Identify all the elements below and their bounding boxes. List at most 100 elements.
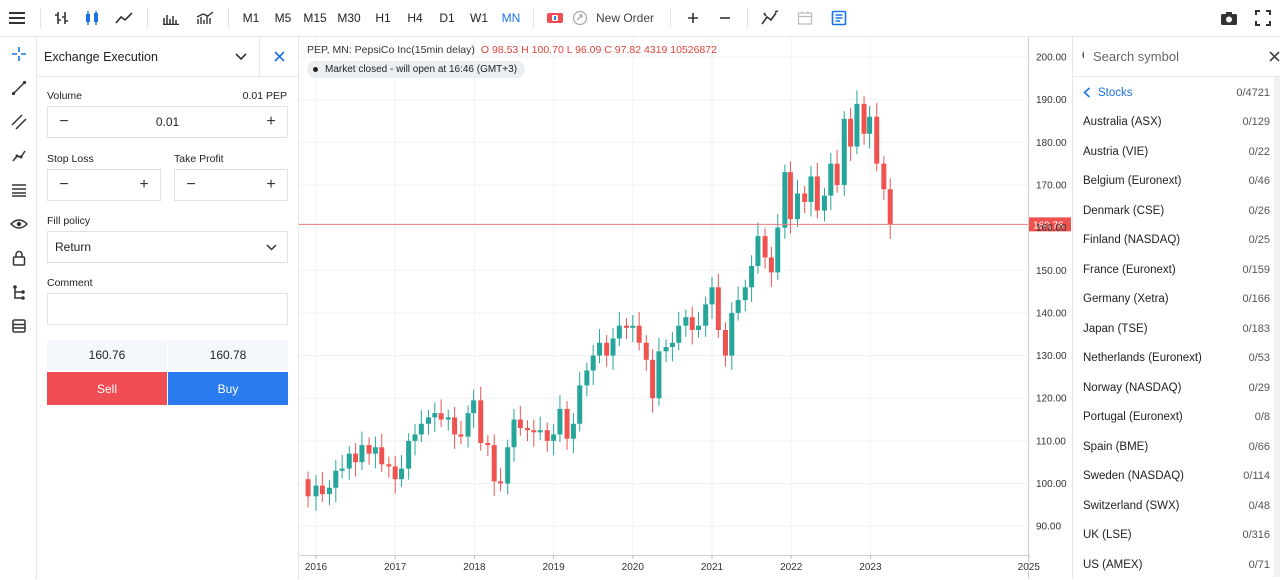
candle-body — [735, 300, 741, 313]
symbol-group-item[interactable]: Portugal (Euronext) 0/8 — [1073, 403, 1280, 433]
symbol-group-item[interactable]: Belgium (Euronext) 0/46 — [1073, 167, 1280, 197]
candle-body — [319, 485, 325, 495]
candle-body — [610, 338, 616, 356]
zoom-out-icon[interactable] — [709, 0, 741, 37]
clear-search-icon[interactable] — [1269, 51, 1280, 62]
comment-label: Comment — [47, 277, 93, 289]
stop-loss-increase-button[interactable]: + — [139, 176, 149, 193]
candle-body — [881, 163, 887, 190]
timeframe-d1[interactable]: D1 — [439, 11, 455, 25]
candle-body — [616, 325, 622, 339]
price-axis-tick-label: 180.00 — [1036, 138, 1067, 149]
chart-symbol: PEP, MN: PepsiCo Inc(15min delay) — [307, 44, 475, 56]
timeframe-w1[interactable]: W1 — [470, 11, 488, 25]
symbol-group-item[interactable]: Switzerland (SWX) 0/48 — [1073, 491, 1280, 521]
candle-body — [623, 325, 629, 328]
timeframe-m5[interactable]: M5 — [274, 11, 292, 25]
timeframe-h4[interactable]: H4 — [407, 11, 423, 25]
chevron-down-icon[interactable] — [223, 52, 259, 61]
screenshot-icon[interactable] — [1212, 0, 1246, 37]
header-divider — [259, 36, 260, 77]
zoom-in-icon[interactable] — [677, 0, 709, 37]
symbol-group-count: 0/26 — [1248, 204, 1270, 217]
volume-increase-button[interactable]: + — [266, 113, 276, 130]
symbol-group-item[interactable]: Finland (NASDAQ) 0/25 — [1073, 226, 1280, 256]
symbol-group-count: 0/114 — [1243, 470, 1270, 483]
candlestick-chart-icon[interactable] — [77, 0, 107, 37]
price-axis-tick-label: 100.00 — [1036, 479, 1067, 490]
price-chart[interactable]: 160.76 200.00 190.00 180.00 170.00 160.00 150.… — [299, 37, 1072, 579]
fullscreen-icon[interactable] — [1246, 0, 1280, 37]
symbol-group-item[interactable]: Australia (ASX) 0/129 — [1073, 108, 1280, 138]
symbol-group-item[interactable]: Germany (Xetra) 0/166 — [1073, 285, 1280, 315]
chevron-down-icon — [255, 243, 287, 251]
layers-icon[interactable] — [0, 309, 37, 343]
symbol-group-name: Portugal (Euronext) — [1083, 411, 1183, 424]
comment-input[interactable] — [47, 293, 288, 325]
timeframe-m30[interactable]: M30 — [337, 11, 361, 25]
indicators-icon[interactable] — [188, 0, 222, 37]
candle-body — [782, 172, 788, 228]
chart-info-line: PEP, MN: PepsiCo Inc(15min delay) O 98.53… — [307, 44, 717, 56]
volume-input[interactable]: 0.01 — [155, 115, 180, 129]
category-back-button[interactable]: Stocks 0/4721 — [1073, 78, 1280, 108]
symbol-group-item[interactable]: US (AMEX) 0/71 — [1073, 550, 1280, 580]
take-profit-increase-button[interactable]: + — [266, 176, 276, 193]
close-icon[interactable] — [260, 51, 298, 62]
candle-body — [438, 413, 444, 420]
new-order-button[interactable]: New Order — [570, 0, 664, 37]
crosshair-icon[interactable] — [0, 37, 37, 71]
volume-bars-icon[interactable] — [154, 0, 188, 37]
symbol-group-item[interactable]: Japan (TSE) 0/183 — [1073, 314, 1280, 344]
timeframe-m1[interactable]: M1 — [242, 11, 260, 25]
symbol-group-item[interactable]: Norway (NASDAQ) 0/29 — [1073, 373, 1280, 403]
symbol-group-item[interactable]: France (Euronext) 0/159 — [1073, 255, 1280, 285]
menu-icon[interactable] — [0, 0, 34, 37]
volume-decrease-button[interactable]: − — [59, 113, 69, 130]
stop-loss-decrease-button[interactable]: − — [59, 176, 69, 193]
symbol-list-scrollbar[interactable] — [1274, 77, 1280, 577]
ask-price: 160.78 — [168, 340, 288, 370]
symbol-group-count: 0/166 — [1242, 293, 1270, 306]
bid-price: 160.76 — [47, 340, 167, 370]
candle-body — [848, 118, 854, 147]
candle-body — [821, 195, 827, 211]
timeframe-m15[interactable]: M15 — [303, 11, 327, 25]
sell-button[interactable]: Sell — [47, 372, 167, 405]
candle-body — [379, 447, 385, 465]
symbol-group-item[interactable]: Austria (VIE) 0/22 — [1073, 137, 1280, 167]
trend-line-icon[interactable] — [0, 71, 37, 105]
timeframe-h1[interactable]: H1 — [375, 11, 391, 25]
candle-body — [478, 400, 484, 443]
lock-icon[interactable] — [0, 241, 37, 275]
one-click-trading-icon[interactable] — [540, 0, 570, 37]
symbol-group-item[interactable]: Spain (BME) 0/66 — [1073, 432, 1280, 462]
symbol-group-item[interactable]: UK (LSE) 0/316 — [1073, 521, 1280, 551]
candle-body — [636, 325, 642, 343]
objects-tree-icon[interactable] — [0, 275, 37, 309]
symbol-group-item[interactable]: Netherlands (Euronext) 0/53 — [1073, 344, 1280, 374]
fill-policy-select[interactable]: Return — [47, 231, 288, 263]
line-chart-icon[interactable] — [107, 0, 141, 37]
buy-button[interactable]: Buy — [168, 372, 288, 405]
channel-icon[interactable] — [0, 105, 37, 139]
bar-chart-icon[interactable] — [47, 0, 77, 37]
symbol-group-item[interactable]: Denmark (CSE) 0/26 — [1073, 196, 1280, 226]
candlestick-chart[interactable]: 160.76 200.00 190.00 180.00 170.00 160.00 150.… — [299, 37, 1072, 579]
symbol-group-item[interactable]: Sweden (NASDAQ) 0/114 — [1073, 462, 1280, 492]
candle-body — [762, 236, 768, 258]
search-input[interactable] — [1093, 49, 1269, 64]
candle-body — [715, 287, 721, 330]
fibonacci-icon[interactable] — [0, 173, 37, 207]
calendar-icon[interactable] — [788, 0, 822, 37]
price-axis-tick-label: 150.00 — [1036, 266, 1067, 277]
eye-icon[interactable] — [0, 207, 37, 241]
templates-icon[interactable] — [822, 0, 856, 37]
candle-body — [755, 236, 761, 266]
chart-indicators-icon[interactable] — [754, 0, 788, 37]
take-profit-decrease-button[interactable]: − — [186, 176, 196, 193]
timeframe-mn[interactable]: MN — [501, 11, 521, 25]
candle-body — [471, 400, 477, 414]
symbol-group-name: Finland (NASDAQ) — [1083, 234, 1181, 247]
polyline-icon[interactable] — [0, 139, 37, 173]
